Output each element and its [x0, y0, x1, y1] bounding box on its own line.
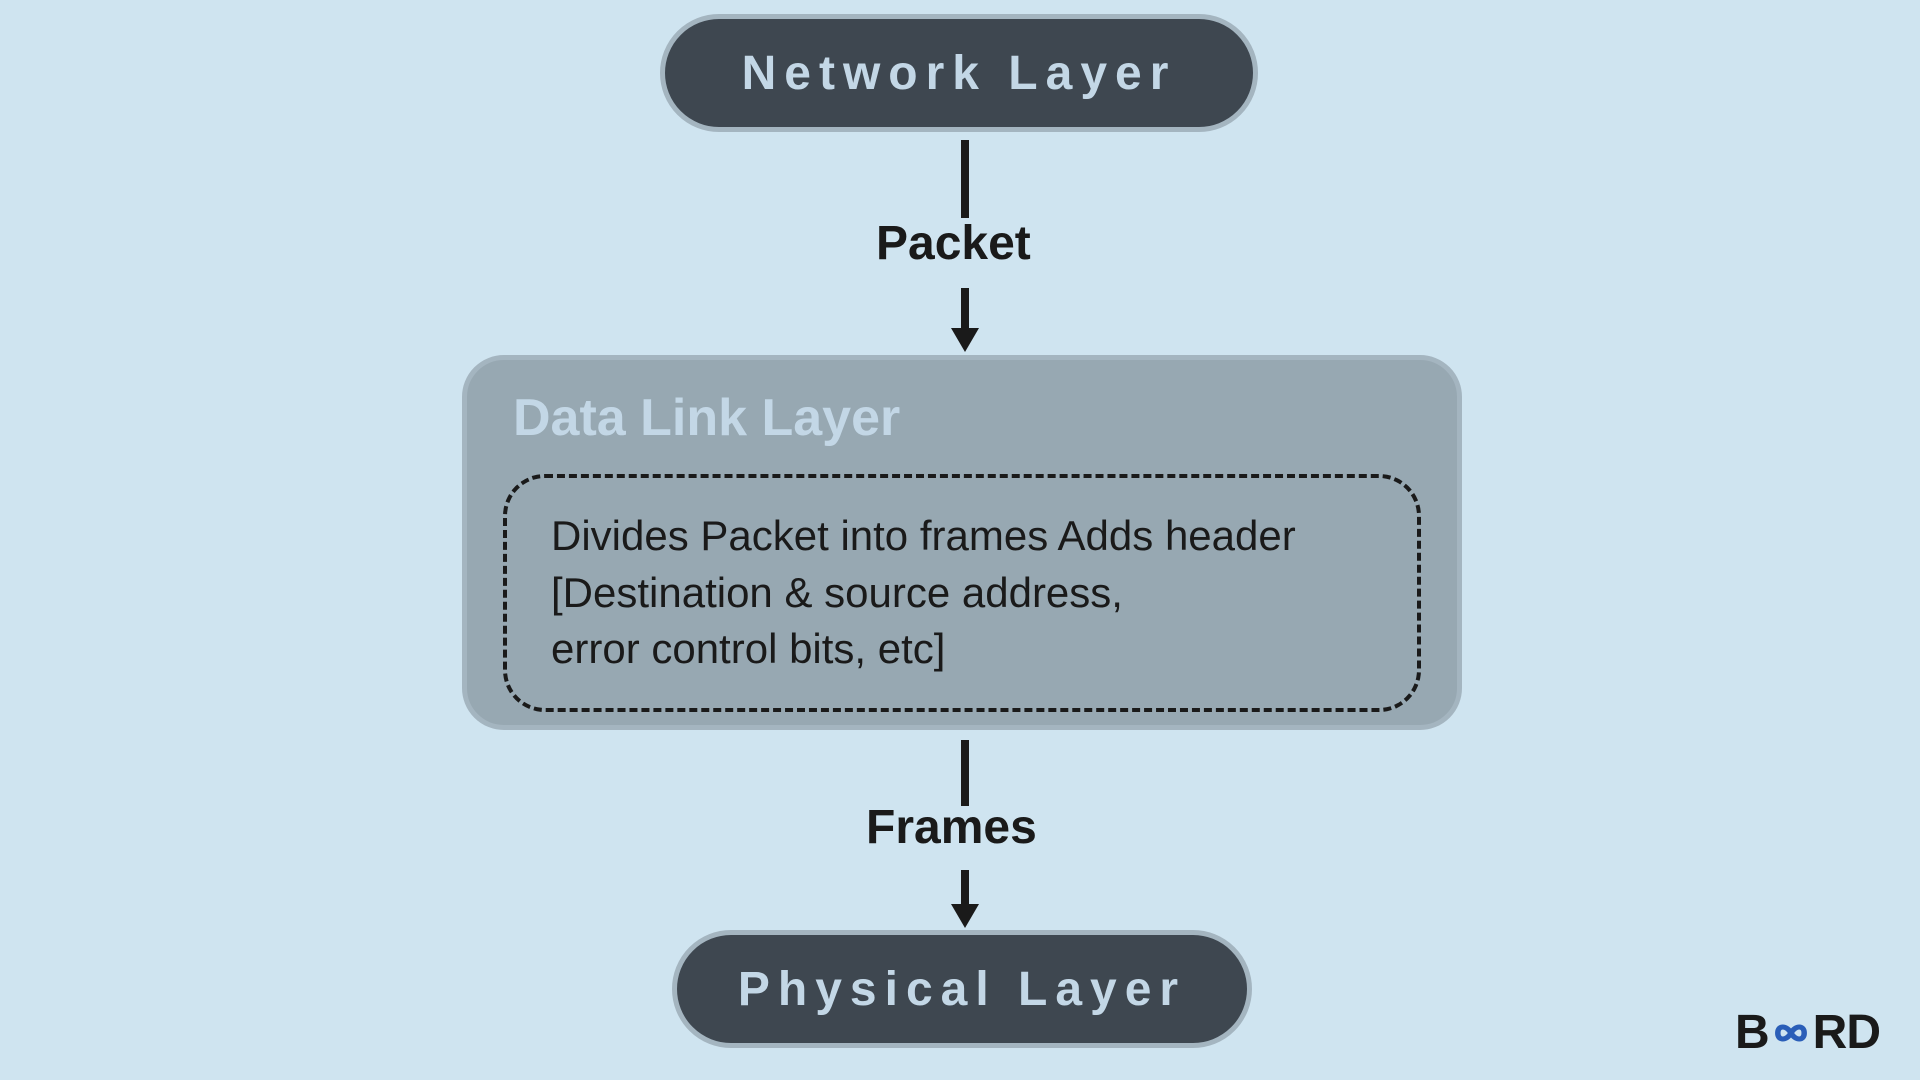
flowchart-diagram: Network Layer Packet Data Link Layer Div…	[0, 0, 1920, 1080]
data-link-layer-node: Data Link Layer Divides Packet into fram…	[462, 355, 1462, 730]
desc-line1: Divides Packet into frames Adds header	[551, 512, 1296, 559]
data-link-description: Divides Packet into frames Adds header […	[551, 508, 1373, 678]
network-layer-node: Network Layer	[660, 14, 1258, 132]
data-link-title: Data Link Layer	[513, 388, 1421, 448]
frames-label: Frames	[866, 800, 1037, 855]
board-logo: B RD	[1735, 1005, 1880, 1060]
arrow-segment-2a	[959, 740, 971, 806]
physical-layer-label: Physical Layer	[738, 962, 1186, 1017]
physical-layer-node: Physical Layer	[672, 930, 1252, 1048]
logo-infinity-icon	[1764, 1015, 1817, 1051]
desc-line3: error control bits, etc]	[551, 625, 945, 672]
network-layer-label: Network Layer	[742, 46, 1177, 101]
desc-line2: [Destination & source address,	[551, 569, 1123, 616]
packet-label: Packet	[876, 216, 1031, 271]
arrow-segment-1b	[945, 288, 985, 354]
arrow-segment-2b	[945, 870, 985, 930]
data-link-description-box: Divides Packet into frames Adds header […	[503, 474, 1421, 712]
logo-part2: RD	[1813, 1005, 1880, 1060]
arrow-segment-1a	[959, 140, 971, 218]
